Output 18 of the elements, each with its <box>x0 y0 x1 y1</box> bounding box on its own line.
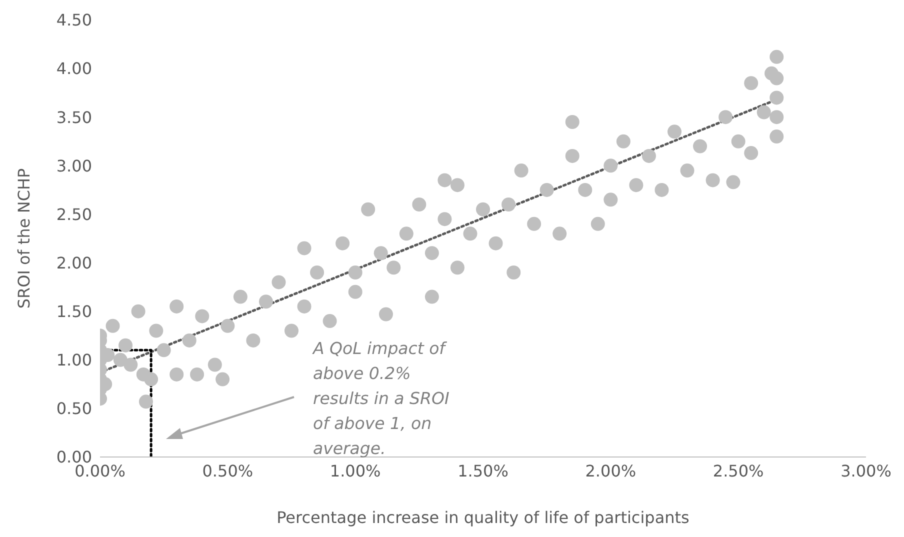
x-tick-label: 1.50% <box>458 461 508 480</box>
y-tick-label: 2.50 <box>56 204 92 224</box>
annotation: A QoL impact of above 0.2% results in a SROI of above 1, on average. <box>313 338 450 460</box>
y-tick-label: 0.50 <box>56 399 92 418</box>
y-tick-label: 4.50 <box>56 10 92 30</box>
x-tick-label: 1.00% <box>330 461 381 480</box>
y-axis-title: SROI of the NCHP <box>14 168 34 309</box>
x-tick-label: 2.00% <box>585 461 636 480</box>
x-tick-label: 2.50% <box>712 461 764 480</box>
y-tick-label: 3.50 <box>56 108 92 127</box>
y-tick-label: 3.00 <box>56 156 92 176</box>
x-axis-title: Percentage increase in quality of life of participants <box>276 508 690 527</box>
y-tick-label: 2.00 <box>56 253 92 272</box>
y-tick-label: 4.00 <box>56 59 92 78</box>
y-tick-label: 1.00 <box>56 350 92 370</box>
x-tick-label: 0.50% <box>202 461 254 480</box>
x-tick-label: 3.00% <box>840 461 892 480</box>
y-tick-label: 1.50 <box>56 302 92 322</box>
